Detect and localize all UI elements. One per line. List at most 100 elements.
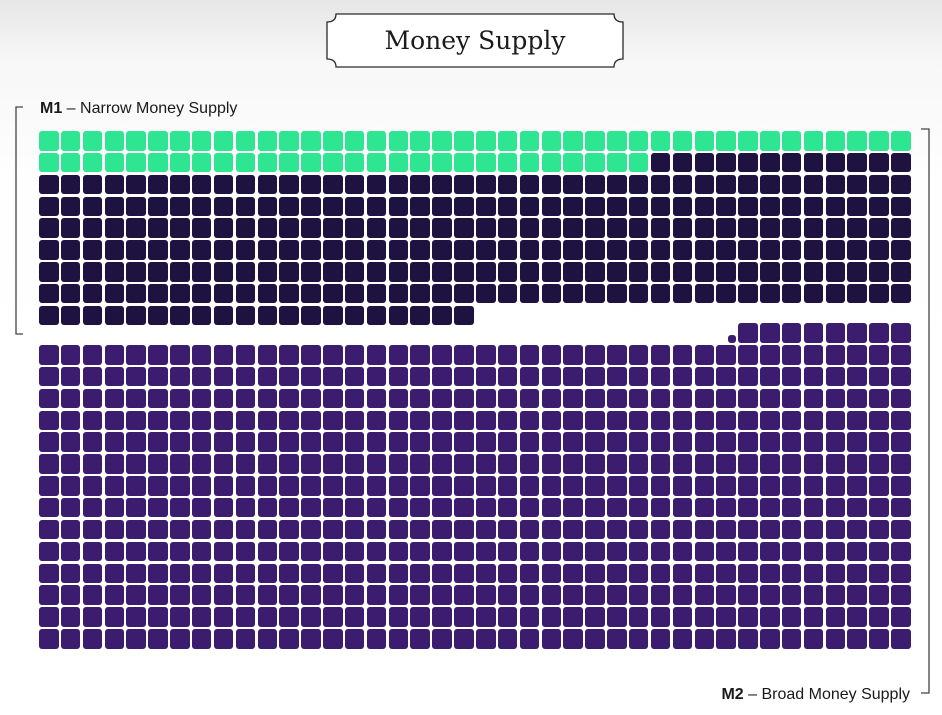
broad-money-block xyxy=(235,476,256,496)
broad-money-block xyxy=(126,563,146,583)
broad-money-block xyxy=(344,585,365,605)
broad-money-block xyxy=(344,607,365,627)
broad-money-block xyxy=(607,432,627,452)
broad-money-block xyxy=(191,607,212,627)
broad-money-block xyxy=(650,541,671,562)
currency-block xyxy=(148,152,168,173)
broad-money-block xyxy=(519,476,540,496)
currency-block xyxy=(301,152,321,173)
broad-money-block xyxy=(869,476,889,496)
broad-money-block xyxy=(366,541,387,562)
deposit-block xyxy=(213,174,234,195)
broad-money-block xyxy=(388,454,409,474)
broad-money-block xyxy=(781,563,802,583)
broad-money-block xyxy=(869,629,889,649)
broad-money-block xyxy=(301,366,321,387)
deposit-block xyxy=(301,240,321,260)
broad-money-block xyxy=(60,563,81,583)
broad-money-block xyxy=(803,497,824,518)
broad-money-block xyxy=(738,541,758,562)
broad-money-block xyxy=(60,454,81,474)
broad-money-block xyxy=(126,454,146,474)
broad-money-block xyxy=(563,563,583,583)
broad-money-block xyxy=(760,541,780,562)
broad-money-block xyxy=(607,476,627,496)
broad-money-block xyxy=(344,432,365,452)
broad-money-block xyxy=(235,629,256,649)
broad-money-block xyxy=(410,454,430,474)
broad-money-block xyxy=(803,432,824,452)
broad-money-block xyxy=(60,541,81,562)
broad-money-block xyxy=(760,519,780,540)
broad-money-block xyxy=(170,388,190,409)
broad-money-block xyxy=(519,345,540,365)
currency-block xyxy=(279,152,299,173)
broad-money-block xyxy=(104,497,125,518)
broad-money-block xyxy=(104,629,125,649)
deposit-block xyxy=(344,240,365,260)
broad-money-block xyxy=(694,345,714,365)
broad-money-block xyxy=(738,497,758,518)
broad-money-block xyxy=(497,454,518,474)
broad-money-block xyxy=(541,345,562,365)
broad-money-block xyxy=(497,497,518,518)
broad-money-block xyxy=(323,410,343,431)
broad-money-block xyxy=(891,607,911,627)
broad-money-block xyxy=(388,607,409,627)
deposit-block xyxy=(519,262,540,282)
currency-block xyxy=(803,131,824,151)
currency-block xyxy=(257,152,277,173)
broad-money-block xyxy=(39,607,59,627)
currency-block xyxy=(170,152,190,173)
deposit-block xyxy=(301,196,321,217)
broad-money-block xyxy=(738,410,758,431)
broad-money-block xyxy=(825,345,846,365)
broad-money-block xyxy=(235,410,256,431)
broad-money-block xyxy=(213,476,234,496)
broad-money-block xyxy=(760,607,780,627)
deposit-block xyxy=(585,196,605,217)
broad-money-block xyxy=(825,476,846,496)
broad-money-block xyxy=(323,497,343,518)
broad-money-block xyxy=(366,585,387,605)
deposit-block xyxy=(825,174,846,195)
broad-money-block xyxy=(366,607,387,627)
broad-money-block xyxy=(39,519,59,540)
broad-money-block xyxy=(781,454,802,474)
broad-money-block xyxy=(301,607,321,627)
broad-money-block xyxy=(760,432,780,452)
broad-money-block xyxy=(497,563,518,583)
broad-money-block xyxy=(825,563,846,583)
deposit-block xyxy=(760,196,780,217)
broad-money-block xyxy=(235,541,256,562)
deposit-block xyxy=(847,283,867,304)
deposit-block xyxy=(454,174,474,195)
broad-money-block xyxy=(672,519,693,540)
broad-money-block xyxy=(454,366,474,387)
currency-block xyxy=(454,131,474,151)
deposit-block xyxy=(301,174,321,195)
broad-money-block xyxy=(760,323,780,343)
currency-block xyxy=(82,152,103,173)
deposit-block xyxy=(672,240,693,260)
broad-money-block xyxy=(104,563,125,583)
broad-money-block xyxy=(454,432,474,452)
broad-money-block xyxy=(585,563,605,583)
deposit-block xyxy=(454,305,474,326)
broad-money-block xyxy=(716,454,736,474)
broad-money-block xyxy=(891,323,911,343)
deposit-block xyxy=(607,240,627,260)
currency-block xyxy=(650,131,671,151)
broad-money-block xyxy=(607,563,627,583)
deposit-block xyxy=(672,262,693,282)
broad-money-block xyxy=(60,607,81,627)
deposit-block xyxy=(628,240,649,260)
broad-money-block xyxy=(825,410,846,431)
deposit-block xyxy=(323,283,343,304)
broad-money-block xyxy=(476,388,496,409)
broad-money-block xyxy=(323,432,343,452)
deposit-block xyxy=(781,196,802,217)
currency-block xyxy=(891,131,911,151)
deposit-block xyxy=(39,305,59,326)
